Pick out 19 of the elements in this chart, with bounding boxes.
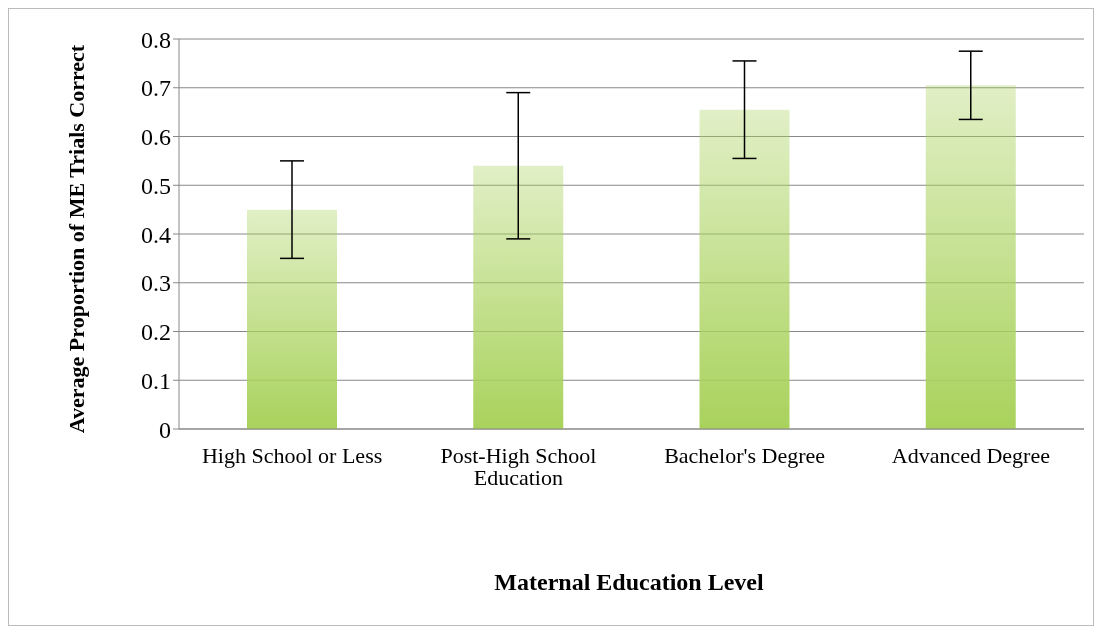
bar: [473, 165, 564, 429]
x-tick-label: Advanced Degree: [891, 442, 1050, 468]
x-axis-title: Maternal Education Level: [493, 569, 765, 596]
y-tick-label: 0: [159, 416, 171, 443]
x-tick-label: High School or Less: [201, 442, 383, 468]
x-tick-label: Post-High School Education: [440, 442, 597, 490]
bar: [925, 85, 1016, 429]
x-tick-label: Bachelor's Degree: [664, 442, 826, 468]
y-tick-label: 0.1: [141, 367, 171, 394]
y-tick-label: 0.6: [141, 124, 171, 151]
y-tick-label: 0.7: [141, 75, 171, 102]
y-tick-label: 0.5: [141, 172, 171, 199]
y-tick-label: 0.2: [141, 319, 171, 346]
bar: [247, 209, 337, 429]
y-axis-title: Average Proportion of ME Trials Correct: [64, 44, 90, 434]
bar: [699, 109, 790, 429]
y-tick-label: 0.3: [141, 270, 171, 297]
y-tick-label: 0.4: [141, 221, 171, 248]
y-tick-label: 0.8: [141, 26, 171, 53]
